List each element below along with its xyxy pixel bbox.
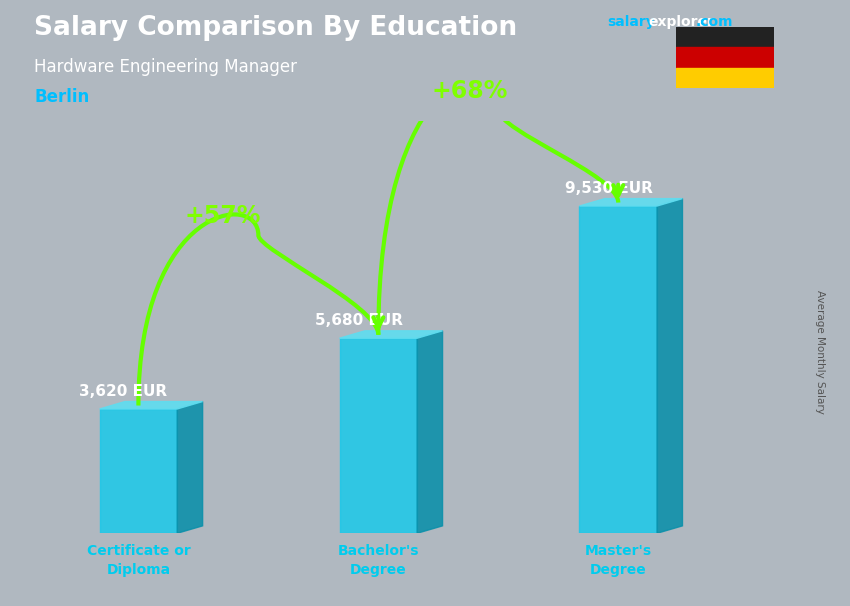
Polygon shape [417, 331, 443, 533]
Polygon shape [657, 199, 683, 533]
Polygon shape [339, 331, 443, 338]
Bar [676, 27, 774, 47]
Text: 9,530 EUR: 9,530 EUR [564, 181, 653, 196]
Text: Berlin: Berlin [34, 88, 89, 106]
Text: explorer: explorer [649, 15, 714, 29]
Text: Salary Comparison By Education: Salary Comparison By Education [34, 15, 517, 41]
FancyBboxPatch shape [99, 409, 177, 533]
Bar [676, 47, 774, 68]
Text: salary: salary [608, 15, 655, 29]
FancyBboxPatch shape [580, 206, 657, 533]
Polygon shape [99, 402, 202, 409]
Text: .com: .com [695, 15, 733, 29]
Polygon shape [580, 199, 683, 206]
Text: Average Monthly Salary: Average Monthly Salary [815, 290, 825, 413]
Text: +68%: +68% [432, 79, 508, 103]
Bar [676, 68, 774, 88]
Text: 3,620 EUR: 3,620 EUR [79, 384, 167, 399]
Polygon shape [177, 402, 202, 533]
Text: 5,680 EUR: 5,680 EUR [314, 313, 403, 328]
Text: +57%: +57% [185, 204, 261, 228]
Text: Hardware Engineering Manager: Hardware Engineering Manager [34, 58, 297, 76]
FancyBboxPatch shape [339, 338, 417, 533]
